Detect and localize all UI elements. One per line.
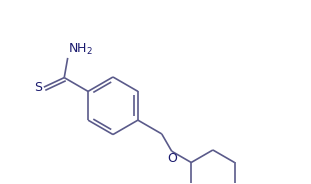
Text: O: O xyxy=(167,153,177,165)
Text: S: S xyxy=(34,81,42,94)
Text: NH$_2$: NH$_2$ xyxy=(68,42,93,57)
